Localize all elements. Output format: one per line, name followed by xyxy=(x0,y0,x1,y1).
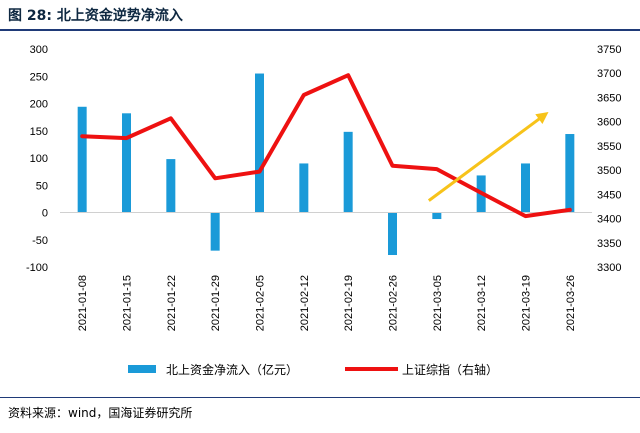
bar xyxy=(210,212,220,251)
title-rule xyxy=(0,29,640,31)
legend-swatch-bar xyxy=(128,365,156,373)
x-tick-label: 2021-01-15 xyxy=(122,275,134,331)
x-tick-label: 2021-03-26 xyxy=(565,275,577,331)
trend-arrow-head xyxy=(535,111,549,124)
x-tick-label: 2021-02-05 xyxy=(255,275,267,331)
y-left-tick-label: 300 xyxy=(30,44,48,56)
y-right-tick-label: 3750 xyxy=(597,44,621,56)
legend-label-bar: 北上资金净流入（亿元） xyxy=(166,362,298,377)
x-tick-label: 2021-01-29 xyxy=(210,275,222,331)
trend-arrow xyxy=(427,111,549,202)
legend: 北上资金净流入（亿元） 上证综指（右轴） xyxy=(128,362,498,377)
legend-label-line: 上证综指（右轴） xyxy=(402,362,498,377)
x-tick-label: 2021-03-12 xyxy=(476,275,488,331)
x-tick-label: 2021-03-19 xyxy=(521,275,533,331)
y-right-tick-label: 3550 xyxy=(597,141,621,153)
bar xyxy=(432,212,442,220)
x-tick-label: 2021-01-22 xyxy=(166,275,178,331)
figure-title: 图 28: 北上资金逆势净流入 xyxy=(8,8,183,24)
y-left-tick-label: -100 xyxy=(26,262,48,274)
y-left-tick-label: -50 xyxy=(32,235,48,247)
y-right-tick-label: 3700 xyxy=(597,68,621,80)
footer-rule xyxy=(0,397,640,398)
y-left-tick-label: 250 xyxy=(30,71,48,83)
y-left-tick-label: 200 xyxy=(30,99,48,111)
y-right-tick-label: 3400 xyxy=(597,214,621,226)
bar xyxy=(122,113,131,213)
y-right-tick-label: 3350 xyxy=(597,238,621,250)
bar xyxy=(343,131,353,213)
y-left-tick-label: 150 xyxy=(30,126,48,138)
bar xyxy=(255,73,264,213)
y-right-tick-label: 3450 xyxy=(597,189,621,201)
trend-arrow-shaft xyxy=(427,116,542,202)
bar xyxy=(521,163,530,213)
bar xyxy=(388,212,397,256)
y-right-tick-label: 3300 xyxy=(597,262,621,274)
y-right-tick-label: 3650 xyxy=(597,92,621,104)
y-left-tick-label: 0 xyxy=(42,208,48,220)
x-tick-label: 2021-01-08 xyxy=(77,275,89,331)
chart: -100 -50 0 50 100 150 200 250 300 3300 3350 3400 34… xyxy=(26,44,622,377)
x-tick-label: 2021-02-19 xyxy=(343,275,355,331)
y-left-tick-label: 50 xyxy=(36,180,48,192)
x-tick-label: 2021-03-05 xyxy=(432,275,444,331)
bar xyxy=(299,163,309,213)
source-note: 资料来源：wind，国海证券研究所 xyxy=(8,406,193,420)
x-tick-label: 2021-02-12 xyxy=(299,275,311,331)
x-tick-label: 2021-02-26 xyxy=(388,275,400,331)
bar xyxy=(166,159,176,213)
y-right-tick-label: 3500 xyxy=(597,165,621,177)
y-left-tick-label: 100 xyxy=(30,153,48,165)
series-line-index xyxy=(80,73,572,219)
y-right-tick-label: 3600 xyxy=(597,117,621,129)
bar xyxy=(77,106,87,213)
bar xyxy=(565,134,575,213)
